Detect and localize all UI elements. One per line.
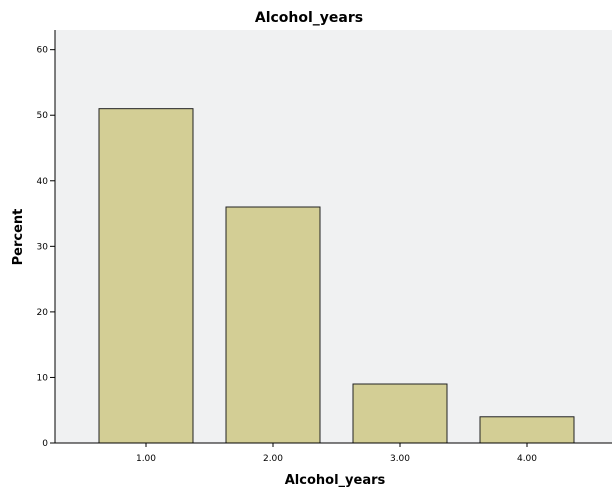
x-tick-label: 4.00 [517, 454, 537, 464]
x-axis-label: Alcohol_years [285, 473, 386, 487]
y-tick-label: 50 [37, 111, 49, 121]
y-axis-label: Percent [11, 209, 26, 266]
y-axis-ticks: 0 10 20 30 40 50 60 [37, 46, 55, 449]
y-tick-label: 40 [37, 177, 49, 187]
bar-2.00 [225, 206, 321, 444]
bar-3.00 [352, 383, 448, 444]
x-tick-label: 3.00 [390, 454, 410, 464]
y-tick-label: 30 [37, 242, 49, 252]
bars-layer [98, 108, 575, 444]
y-tick-label: 10 [37, 373, 49, 383]
bar-4.00 [479, 416, 575, 444]
x-tick-label: 1.00 [136, 454, 156, 464]
x-tick-label: 2.00 [263, 454, 283, 464]
bar-1.00 [98, 108, 194, 444]
x-axis-ticks: 1.00 2.00 3.00 4.00 [136, 443, 537, 464]
y-tick-label: 20 [37, 308, 49, 318]
y-tick-label: 60 [37, 46, 49, 56]
y-tick-label: 0 [42, 439, 48, 449]
chart-title: Alcohol_years [255, 10, 363, 26]
